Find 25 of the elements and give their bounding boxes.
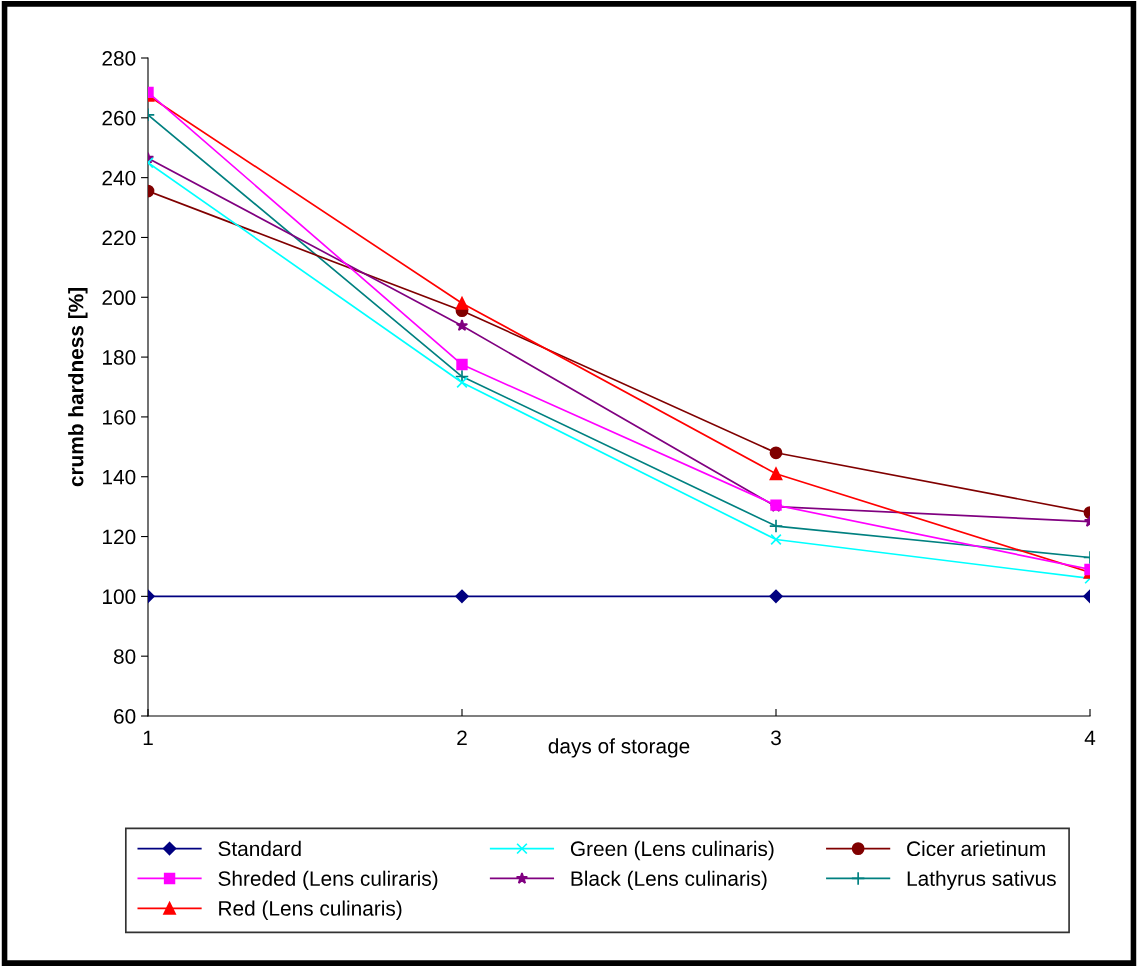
y-tick-label: 80 [113,649,136,664]
legend-label: Standard [218,840,301,857]
y-tick-label: 200 [102,290,136,306]
x-tick-label: 1 [143,730,153,745]
x-tick-label: 3 [771,730,781,746]
legend-label: Red (Lens culinaris) [219,900,402,920]
y-tick-label: 100 [103,589,136,605]
y-tick-label: 240 [102,170,136,186]
y-tick-label: 280 [102,51,136,66]
legend-label: Lathyrus sativus [907,870,1056,891]
y-tick-label: 180 [103,350,136,365]
x-tick-label: 2 [457,730,467,745]
y-tick-label: 60 [114,709,136,724]
legend-label: Shreded (Lens culiraris) [218,870,438,891]
y-axis-title: crumb hardness [%] [68,288,88,487]
legend-label: Cicer arietinum [907,840,1045,857]
y-tick-label: 260 [102,110,136,126]
y-tick-label: 140 [103,469,136,485]
legend-label: Black (Lens culinaris) [571,870,767,891]
y-tick-label: 160 [103,409,136,425]
x-tick-label: 4 [1084,730,1096,745]
y-tick-label: 220 [102,230,136,246]
y-tick-label: 120 [103,529,136,545]
x-axis-title: days of storage [548,738,690,758]
legend-label: Green (Lens culinaris) [570,840,774,861]
